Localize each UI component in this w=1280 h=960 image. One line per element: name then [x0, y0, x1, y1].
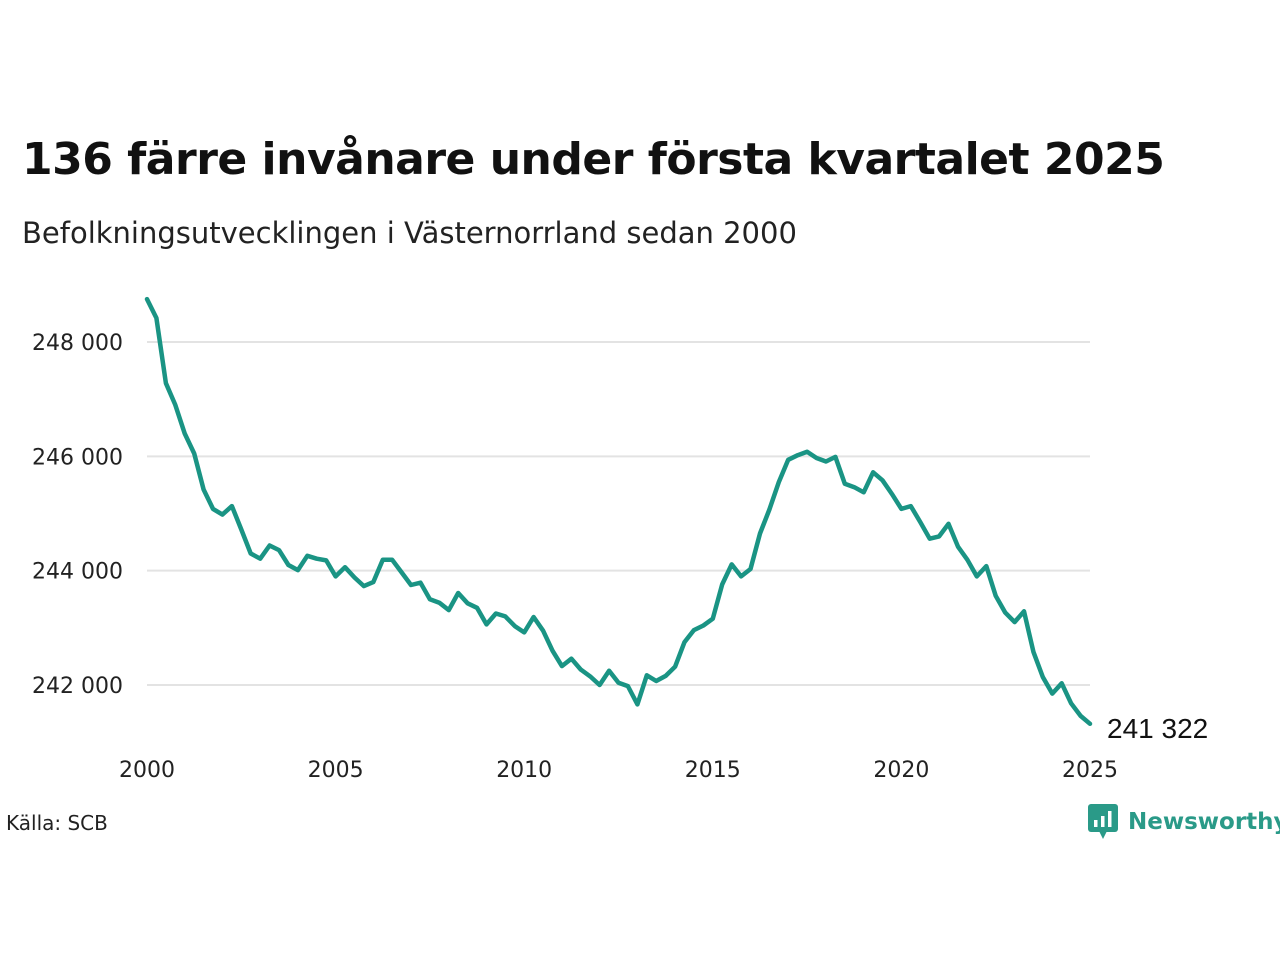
series-line-group — [144, 296, 1093, 727]
grid-lines — [147, 341, 1090, 686]
newsworthy-logo-icon — [1088, 804, 1118, 839]
chart-subtitle: Befolkningsutvecklingen i Västernorrland… — [22, 216, 797, 250]
x-tick-label: 2020 — [873, 758, 929, 783]
y-axis-tick-labels: 242 000 244 000 246 000 248 000 — [32, 331, 123, 699]
x-tick-label: 2000 — [119, 758, 175, 783]
last-value-label: 241 322 — [1107, 713, 1208, 744]
y-tick-label: 248 000 — [32, 331, 123, 356]
chart-title: 136 färre invånare under första kvartale… — [22, 134, 1165, 185]
x-tick-label: 2010 — [496, 758, 552, 783]
y-tick-label: 246 000 — [32, 445, 123, 470]
x-tick-label: 2015 — [685, 758, 741, 783]
y-tick-label: 242 000 — [32, 674, 123, 699]
y-tick-label: 244 000 — [32, 560, 123, 585]
population-series-line — [144, 296, 1093, 727]
x-tick-label: 2025 — [1062, 758, 1118, 783]
source-note: Källa: SCB — [6, 811, 108, 835]
x-tick-label: 2005 — [308, 758, 364, 783]
brand-name: Newsworthy — [1128, 809, 1280, 835]
brand-logo[interactable]: Newsworthy — [1088, 804, 1280, 840]
x-axis-tick-labels: 2000 2005 2010 2015 2020 2025 — [119, 758, 1118, 783]
